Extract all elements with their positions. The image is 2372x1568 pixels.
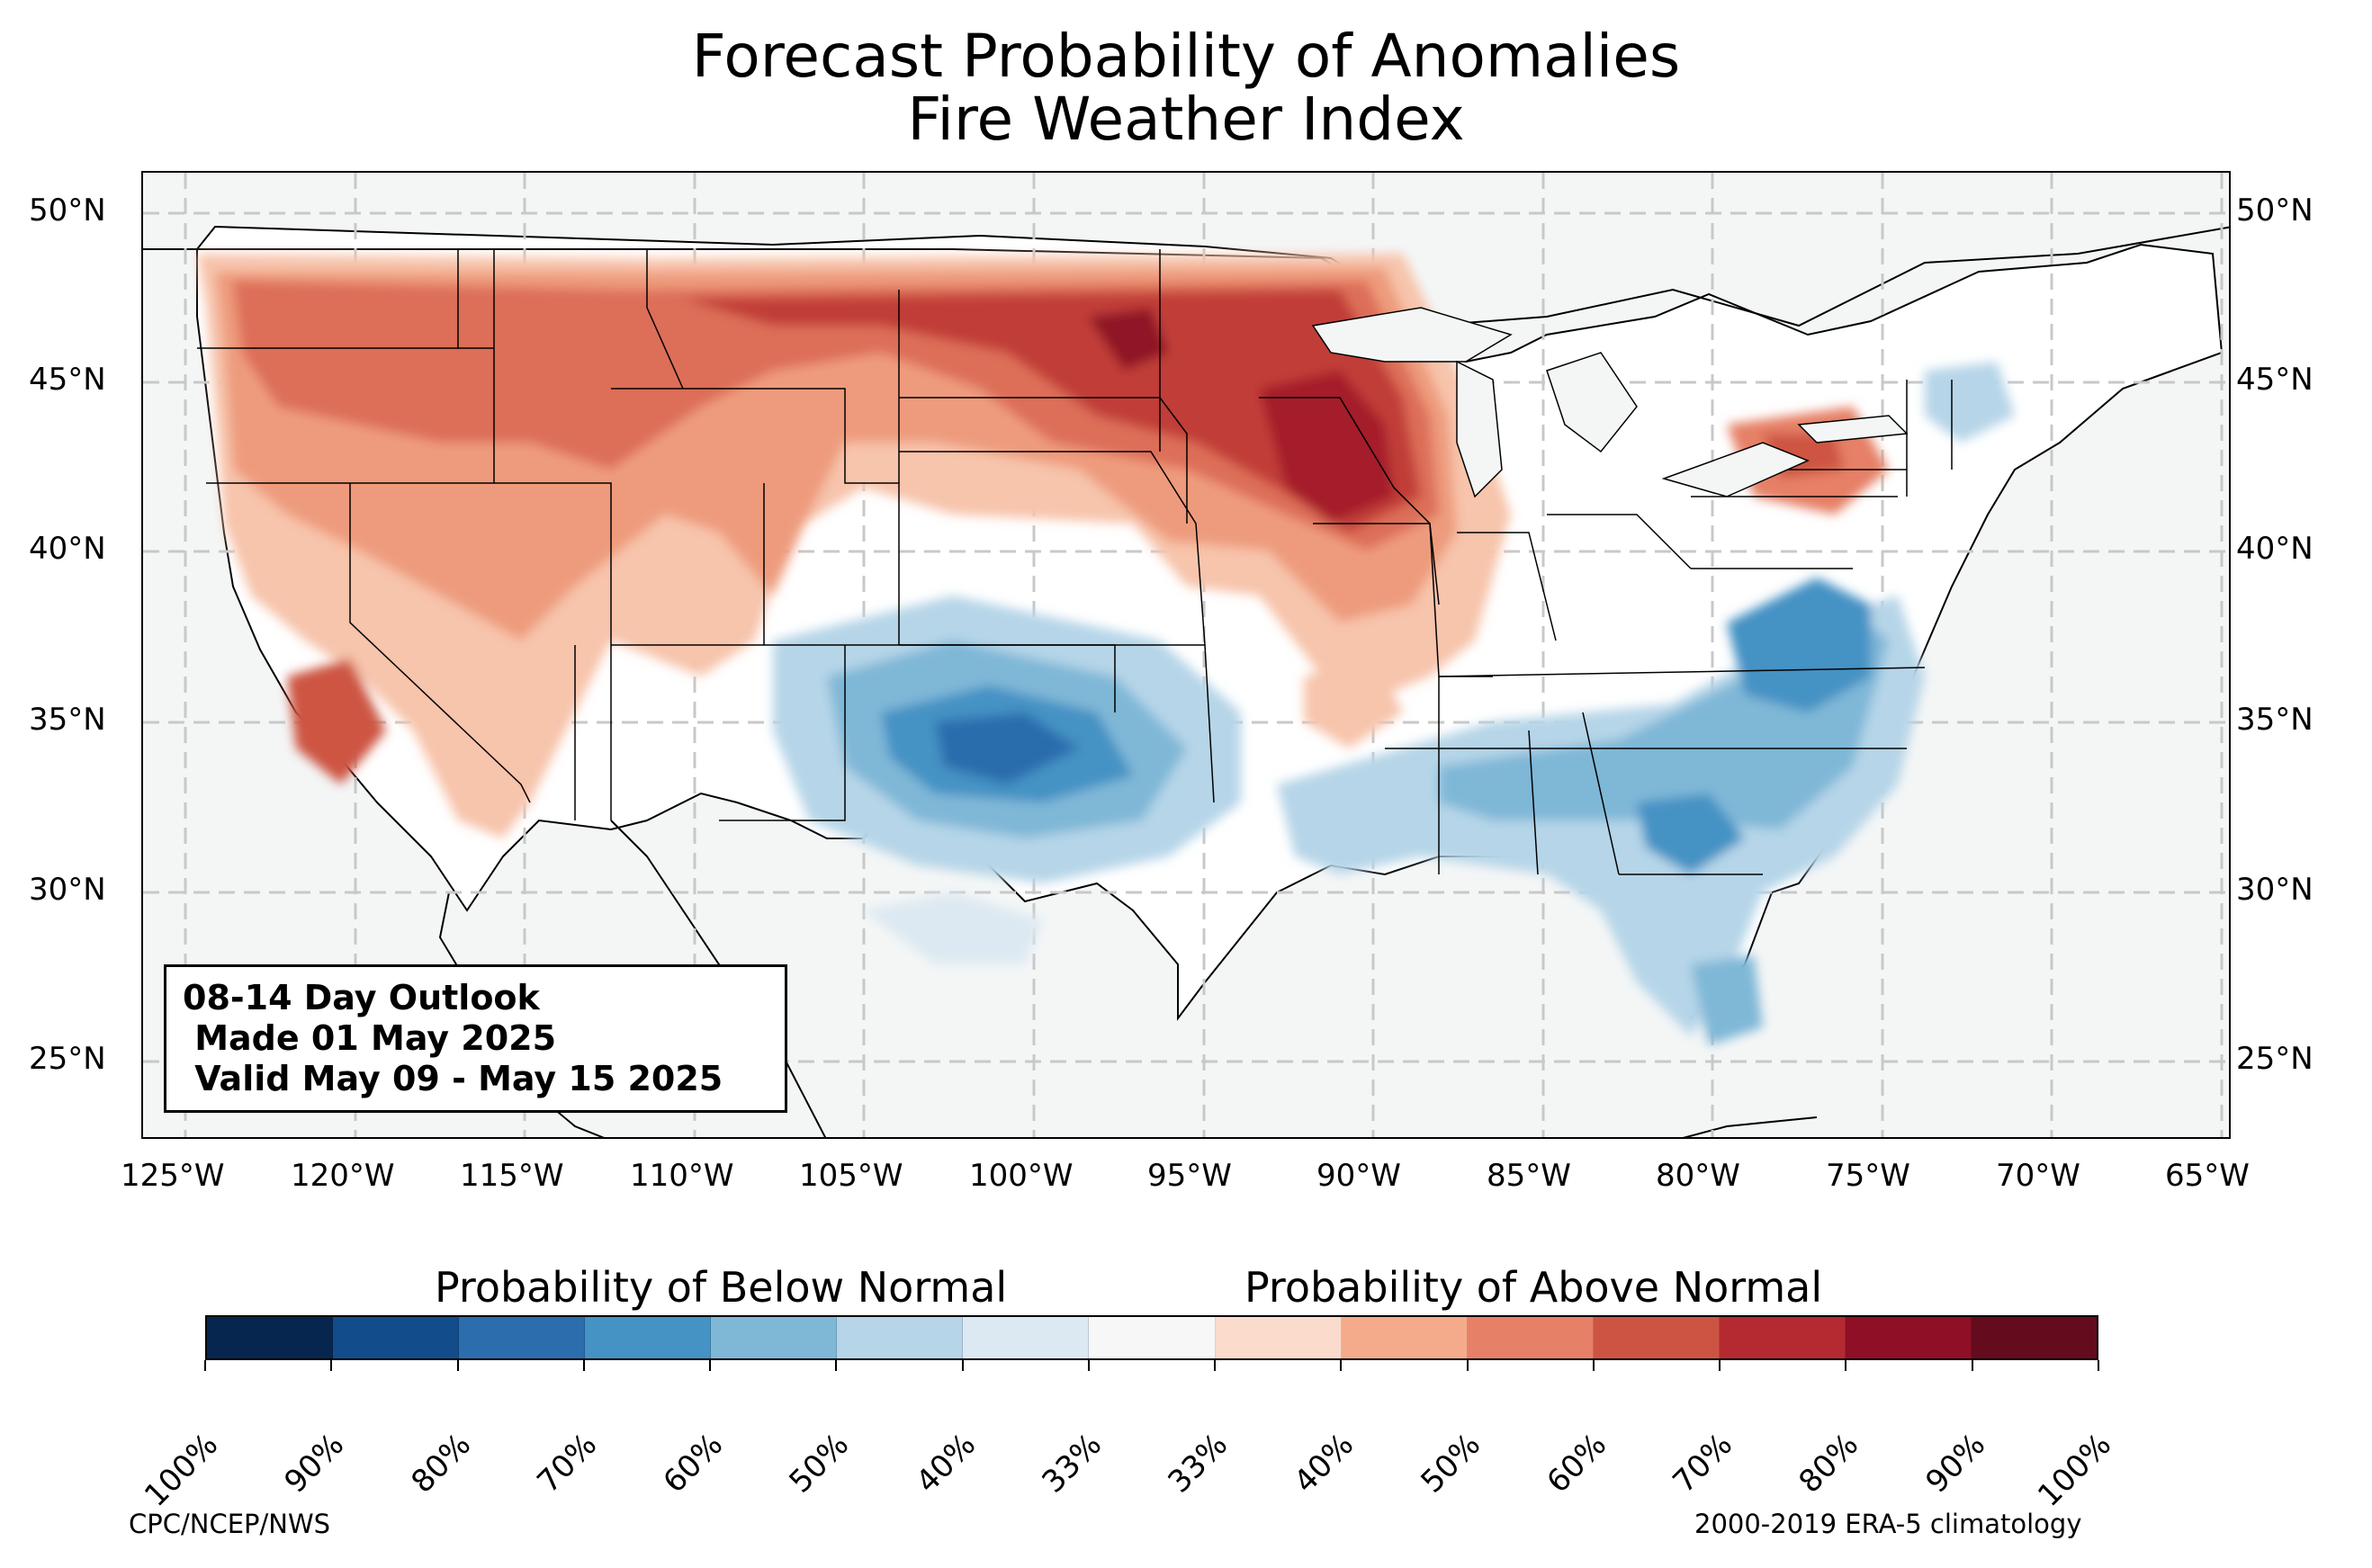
below-normal-heading: Probability of Below Normal <box>435 1263 1008 1312</box>
map-title-line-1: Forecast Probability of Anomalies <box>691 22 1681 91</box>
lon-label: 90°W <box>1316 1158 1401 1194</box>
colorbar-tick-label: 90% <box>277 1426 352 1501</box>
outlook-period: 08-14 Day Outlook <box>183 978 540 1017</box>
colorbar-tick <box>1592 1360 1595 1371</box>
lon-label: 110°W <box>630 1158 734 1194</box>
colorbar-tick <box>1087 1360 1090 1371</box>
below-normal-shading <box>773 362 2015 1045</box>
colorbar-tick <box>961 1360 964 1371</box>
lon-label: 120°W <box>291 1158 395 1194</box>
map-panel <box>141 171 2231 1139</box>
colorbar-tick <box>1971 1360 1973 1371</box>
colorbar-tick <box>709 1360 712 1371</box>
colorbar-tick-label: 33% <box>1035 1426 1110 1501</box>
cuba-coast <box>1683 1116 1818 1137</box>
colorbar-segment <box>837 1317 964 1358</box>
colorbar-tick <box>835 1360 838 1371</box>
lat-label-right: 30°N <box>2236 872 2314 908</box>
colorbar-tick <box>1340 1360 1343 1371</box>
lon-label: 70°W <box>1996 1158 2080 1194</box>
lon-label: 105°W <box>799 1158 903 1194</box>
colorbar-tick-label: 100% <box>138 1426 226 1514</box>
outlook-made-date: Made 01 May 2025 <box>183 1018 557 1058</box>
colorbar-tick <box>582 1360 585 1371</box>
lon-label: 85°W <box>1487 1158 1571 1194</box>
probability-colorbar <box>205 1315 2098 1360</box>
colorbar-tick-label: 40% <box>909 1426 983 1501</box>
colorbar-tick-label: 40% <box>1287 1426 1361 1501</box>
colorbar-segment <box>585 1317 712 1358</box>
colorbar-tick <box>1214 1360 1217 1371</box>
colorbar-tick-label: 80% <box>403 1426 478 1501</box>
lat-label-right: 45°N <box>2236 362 2314 398</box>
colorbar-tick-label: 33% <box>1161 1426 1235 1501</box>
colorbar-tick-label: 80% <box>1792 1426 1866 1501</box>
lon-label: 75°W <box>1826 1158 1910 1194</box>
colorbar-segment <box>963 1317 1090 1358</box>
colorbar-segment <box>1845 1317 1972 1358</box>
colorbar-tick-label: 70% <box>530 1426 604 1501</box>
lat-label-left: 45°N <box>29 362 106 398</box>
lat-label-left: 30°N <box>29 872 106 908</box>
lon-label: 115°W <box>460 1158 564 1194</box>
great-lakes <box>1311 307 1909 498</box>
colorbar-segment <box>1971 1317 2097 1358</box>
outlook-info-box: 08-14 Day Outlook Made 01 May 2025 Valid… <box>164 964 787 1113</box>
colorbar-segment <box>207 1317 334 1358</box>
canada-boundary <box>143 226 2229 327</box>
colorbar-segment <box>1719 1317 1846 1358</box>
colorbar-segment <box>1089 1317 1216 1358</box>
colorbar-tick-label: 60% <box>1540 1426 1614 1501</box>
lat-label-right: 40°N <box>2236 531 2314 567</box>
lon-label: 125°W <box>121 1158 225 1194</box>
colorbar-tick <box>204 1360 206 1371</box>
colorbar-segment <box>459 1317 586 1358</box>
lat-label-left: 25°N <box>29 1041 106 1077</box>
colorbar-segment <box>1593 1317 1720 1358</box>
colorbar-tick-label: 50% <box>782 1426 857 1501</box>
colorbar-tick <box>2098 1360 2099 1371</box>
colorbar-tick-label: 50% <box>1414 1426 1487 1501</box>
footer-source: CPC/NCEP/NWS <box>129 1509 331 1539</box>
colorbar-tick <box>1466 1360 1469 1371</box>
lon-label: 65°W <box>2165 1158 2250 1194</box>
footer-climatology: 2000-2019 ERA-5 climatology <box>1694 1509 2082 1539</box>
colorbar-tick-label: 100% <box>2031 1426 2119 1514</box>
colorbar-tick <box>1845 1360 1847 1371</box>
colorbar-segment <box>711 1317 838 1358</box>
colorbar-tick-label: 70% <box>1666 1426 1740 1501</box>
state-borders <box>197 249 1953 875</box>
map-title-line-2: Fire Weather Index <box>907 85 1465 154</box>
colorbar-tick-label: 60% <box>656 1426 731 1501</box>
colorbar-segment <box>1467 1317 1594 1358</box>
lat-label-left: 35°N <box>29 702 106 738</box>
above-normal-shading <box>197 254 1889 838</box>
colorbar-segment <box>333 1317 460 1358</box>
map-canvas <box>143 173 2229 1137</box>
lon-label: 80°W <box>1656 1158 1740 1194</box>
lat-label-right: 50°N <box>2236 193 2314 228</box>
colorbar-tick <box>456 1360 459 1371</box>
colorbar-segment <box>1341 1317 1468 1358</box>
outlook-valid-dates: Valid May 09 - May 15 2025 <box>183 1059 723 1098</box>
lon-label: 95°W <box>1147 1158 1232 1194</box>
lon-label: 100°W <box>969 1158 1074 1194</box>
lat-label-left: 40°N <box>29 531 106 567</box>
lat-label-right: 25°N <box>2236 1041 2314 1077</box>
colorbar-tick-label: 90% <box>1918 1426 1992 1501</box>
colorbar-segment <box>1215 1317 1342 1358</box>
colorbar-tick <box>330 1360 333 1371</box>
above-normal-heading: Probability of Above Normal <box>1244 1263 1823 1312</box>
lat-label-right: 35°N <box>2236 702 2314 738</box>
colorbar-tick <box>1719 1360 1721 1371</box>
lat-label-left: 50°N <box>29 193 106 228</box>
